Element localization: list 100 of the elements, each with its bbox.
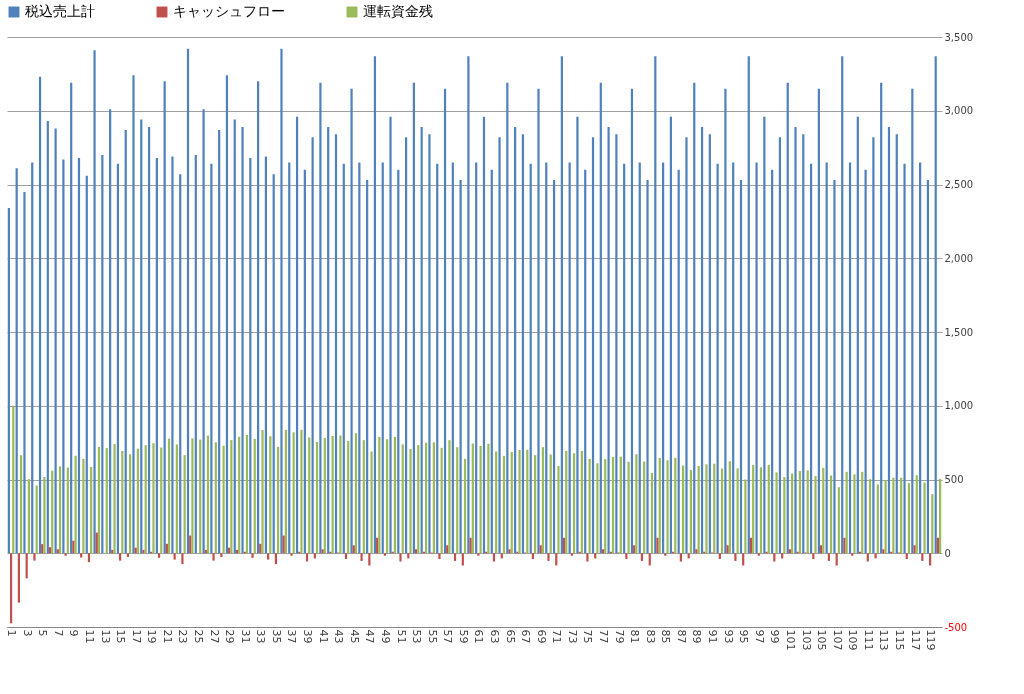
- bar: [508, 549, 511, 554]
- bar: [48, 547, 52, 554]
- bar: [82, 458, 85, 554]
- bar: [560, 56, 563, 554]
- bar: [502, 456, 506, 554]
- x-tick-label: 101: [783, 629, 797, 651]
- bar: [132, 75, 135, 554]
- x-tick-label: 117: [908, 629, 922, 651]
- bar: [241, 126, 244, 554]
- x-tick-label: 83: [643, 629, 657, 644]
- bar: [399, 553, 402, 562]
- x-tick-label: 25: [192, 629, 206, 644]
- bar: [654, 56, 657, 554]
- bar: [438, 553, 441, 559]
- x-tick-label: 105: [815, 629, 829, 651]
- bar: [549, 454, 552, 554]
- bar: [599, 82, 602, 554]
- bar: [650, 472, 654, 554]
- bar: [798, 470, 802, 554]
- bar: [295, 116, 299, 554]
- bar: [771, 169, 774, 554]
- bar: [300, 429, 303, 554]
- bar: [827, 553, 830, 561]
- bar: [669, 116, 672, 554]
- x-tick-label: 11: [82, 629, 96, 644]
- y-tick-label: 0: [944, 547, 951, 559]
- bar: [350, 88, 353, 554]
- x-tick-label: 69: [534, 629, 548, 644]
- bar: [383, 553, 387, 556]
- bar: [817, 88, 820, 554]
- bar: [662, 162, 665, 554]
- bar: [93, 50, 96, 554]
- bar: [814, 476, 817, 554]
- x-tick-label: 109: [846, 629, 860, 651]
- x-tick-label: 9: [67, 629, 81, 637]
- bar: [856, 116, 859, 554]
- bar: [778, 137, 782, 554]
- bar: [366, 180, 369, 554]
- bar: [463, 458, 467, 554]
- bar: [212, 553, 215, 561]
- bar: [58, 466, 62, 554]
- bar: [630, 88, 634, 554]
- bar: [393, 436, 397, 554]
- bar: [526, 449, 529, 554]
- bar: [173, 553, 176, 560]
- bar: [693, 82, 696, 554]
- bar: [490, 169, 493, 554]
- bar: [591, 137, 595, 554]
- x-tick-label: 51: [394, 629, 408, 644]
- y-tick-label: -500: [944, 621, 968, 633]
- x-tick-label: 89: [690, 629, 704, 644]
- bar: [627, 461, 630, 554]
- bar: [25, 553, 28, 579]
- bar: [763, 116, 766, 554]
- bar: [126, 553, 130, 557]
- x-tick-label: 39: [301, 629, 315, 644]
- bar: [786, 82, 789, 554]
- bar: [529, 163, 532, 554]
- legend-label: 税込売上計: [25, 3, 95, 19]
- y-tick-label: 3,500: [944, 31, 974, 43]
- x-tick-label: 27: [207, 629, 221, 644]
- bar: [292, 432, 295, 554]
- bar: [186, 48, 190, 554]
- bar: [718, 553, 721, 559]
- x-tick-label: 115: [892, 629, 906, 651]
- y-tick-label: 1,000: [944, 400, 974, 412]
- bar: [202, 109, 205, 554]
- bar: [274, 553, 277, 565]
- bar: [570, 553, 573, 556]
- bar: [868, 479, 872, 554]
- bar: [101, 155, 104, 554]
- bar: [129, 454, 132, 554]
- bar: [919, 162, 922, 554]
- bar: [181, 553, 184, 565]
- bar: [537, 88, 540, 554]
- x-tick-label: 43: [332, 629, 346, 644]
- bar: [829, 475, 833, 554]
- y-tick-label: 2,500: [944, 179, 974, 190]
- bar: [33, 553, 36, 561]
- bar: [565, 450, 568, 554]
- bar: [802, 134, 805, 554]
- bar: [272, 174, 275, 554]
- x-tick-label: 3: [20, 629, 34, 637]
- x-tick-label: 65: [503, 629, 517, 644]
- x-tick-label: 81: [628, 629, 642, 644]
- bar: [404, 137, 408, 554]
- bar: [510, 452, 513, 554]
- bar: [23, 191, 26, 554]
- x-tick-label: 77: [597, 629, 611, 644]
- x-tick-label: 17: [129, 629, 143, 644]
- x-tick-label: 97: [752, 629, 766, 644]
- bar: [7, 208, 10, 554]
- bar: [362, 440, 365, 554]
- bar: [70, 82, 73, 554]
- bar: [407, 553, 410, 559]
- x-tick-label: 103: [799, 629, 813, 651]
- bar: [85, 175, 88, 554]
- bar: [658, 457, 661, 554]
- bar: [157, 553, 161, 558]
- bar: [619, 456, 622, 554]
